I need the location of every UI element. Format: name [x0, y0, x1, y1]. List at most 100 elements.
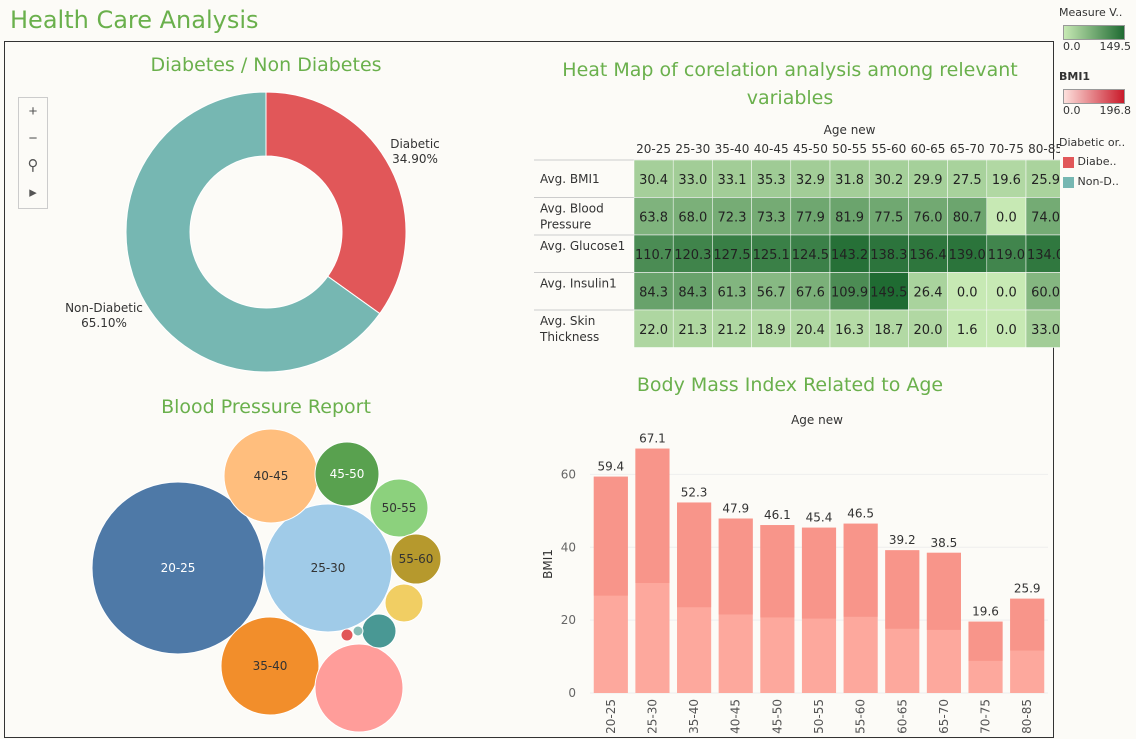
heatmap-cell — [947, 309, 988, 348]
heatmap-cell — [790, 159, 831, 198]
non-diabetic-legend-item[interactable]: Non-D.. — [1063, 175, 1125, 188]
bar-value-label: 39.2 — [889, 533, 916, 547]
heatmap-cell-value: 60.0 — [1031, 285, 1060, 300]
pin-icon[interactable]: ⚲ — [27, 157, 39, 174]
measure-legend-title: Measure V.. — [1059, 6, 1123, 19]
bar-shade — [760, 525, 795, 618]
heatmap-cell-value: 149.5 — [870, 285, 907, 300]
dashboard-frame — [4, 41, 1054, 738]
heatmap-cell — [751, 197, 792, 236]
heatmap-cell — [633, 197, 674, 236]
bar-shade — [968, 621, 1003, 661]
donut-slice-non-diabetic — [125, 91, 381, 373]
bubble-label: 35-40 — [253, 659, 288, 673]
heatmap-cell — [790, 234, 831, 273]
heatmap-cell — [908, 234, 948, 273]
heatmap-cell-value: 0.0 — [996, 210, 1017, 225]
heatmap-cell-value: 0.0 — [996, 323, 1017, 338]
zoom-out-icon[interactable]: − — [28, 130, 38, 147]
bar-y-tick: 0 — [568, 686, 576, 700]
heatmap-cell-value: 68.0 — [678, 210, 707, 225]
bubble-label: 55-60 — [399, 552, 434, 566]
donut-title: Diabetes / Non Diabetes — [150, 54, 382, 76]
bubble — [384, 583, 424, 623]
donut-slice-diabetic — [265, 91, 407, 315]
heatmap-cell-value: 81.9 — [835, 210, 864, 225]
measure-legend-max: 149.5 — [1099, 40, 1132, 53]
bar-y-tick: 60 — [561, 467, 576, 481]
measure-legend-gradient — [1063, 25, 1125, 40]
donut-pct-label: 65.10% — [81, 316, 127, 330]
play-icon[interactable]: ▸ — [29, 184, 37, 201]
bubble-label: 20-25 — [161, 561, 196, 575]
heatmap-cell — [712, 197, 752, 236]
heatmap-cell-value: 26.4 — [914, 285, 943, 300]
diabetic-legend: Diabetic or.. Diabe.. Non-D.. — [1059, 136, 1125, 188]
heatmap-cell — [947, 197, 988, 236]
non-diabetic-swatch — [1063, 176, 1074, 188]
bar-value-label: 19.6 — [972, 605, 999, 619]
heatmap-cell-value: 20.4 — [796, 323, 825, 338]
heatmap-cell-value: 120.3 — [674, 248, 711, 263]
heatmap-cell-value: 0.0 — [996, 285, 1017, 300]
heatmap-cell-value: 74.0 — [1031, 210, 1060, 225]
heatmap-cell — [1025, 309, 1060, 348]
bar-shade — [1010, 598, 1045, 651]
bmi-legend: BMI1 0.0 196.8 — [1059, 70, 1131, 117]
bar-x-tick: 80-85 — [1020, 699, 1034, 734]
heatmap-cell-value: 61.3 — [718, 285, 747, 300]
bar-y-tick: 20 — [561, 613, 576, 627]
bar-value-label: 45.4 — [806, 511, 833, 525]
heatmap-cell — [868, 309, 909, 348]
heatmap-column-label: 25-30 — [675, 142, 710, 156]
bmi-legend-max: 196.8 — [1099, 104, 1132, 117]
heatmap-cell — [790, 309, 831, 348]
heatmap-cell-value: 22.0 — [639, 323, 668, 338]
diabetic-legend-item[interactable]: Diabe.. — [1063, 155, 1125, 168]
heatmap-cell — [751, 272, 792, 311]
heatmap-column-label: 65-70 — [950, 142, 985, 156]
bar-y-axis-label: BMI1 — [541, 549, 555, 579]
heatmap-cell-value: 21.2 — [718, 323, 747, 338]
heatmap-cell-value: 136.4 — [909, 248, 946, 263]
heatmap-cell — [672, 272, 713, 311]
heatmap-cell — [672, 197, 713, 236]
heatmap-cell — [947, 159, 988, 198]
heatmap-column-label: 60-65 — [911, 142, 946, 156]
bar-x-tick: 70-75 — [979, 699, 993, 734]
heatmap-cell-value: 127.5 — [713, 248, 750, 263]
heatmap-cell — [868, 272, 909, 311]
bar-x-tick: 20-25 — [604, 699, 618, 734]
bar-x-tick: 55-60 — [854, 699, 868, 734]
heatmap-row-label: Avg. Insulin1 — [540, 276, 617, 290]
heatmap-cell — [908, 159, 948, 198]
heatmap-cell — [1025, 234, 1060, 273]
bubble-label: 40-45 — [254, 469, 289, 483]
heatmap-cell-value: 63.8 — [639, 210, 668, 225]
heatmap-cell-value: 33.1 — [718, 173, 747, 188]
heatmap-cell-value: 77.9 — [796, 210, 825, 225]
donut-pct-label: 34.90% — [392, 152, 438, 166]
bar-x-tick: 65-70 — [937, 699, 951, 734]
heatmap-cell-value: 84.3 — [678, 285, 707, 300]
heatmap-cell-value: 18.7 — [874, 323, 903, 338]
non-diabetic-legend-label: Non-D.. — [1077, 175, 1119, 188]
heatmap-cell-value: 56.7 — [757, 285, 786, 300]
heatmap-column-label: 70-75 — [989, 142, 1024, 156]
bubble-title: Blood Pressure Report — [161, 396, 371, 418]
bubble — [369, 478, 429, 538]
heatmap-cell-value: 19.6 — [992, 173, 1021, 188]
heatmap-cell — [712, 309, 752, 348]
heatmap-cell — [868, 234, 909, 273]
heatmap-row-label: Thickness — [539, 330, 599, 344]
heatmap-cell-value: 25.9 — [1031, 173, 1060, 188]
bar-header: Age new — [791, 413, 843, 427]
bubble — [361, 613, 397, 649]
bubble — [340, 628, 354, 642]
heatmap-cell — [868, 159, 909, 198]
zoom-in-icon[interactable]: + — [28, 103, 38, 120]
bar-shade — [926, 552, 961, 630]
bmi-legend-gradient — [1063, 89, 1125, 104]
heatmap-column-label: 45-50 — [793, 142, 828, 156]
